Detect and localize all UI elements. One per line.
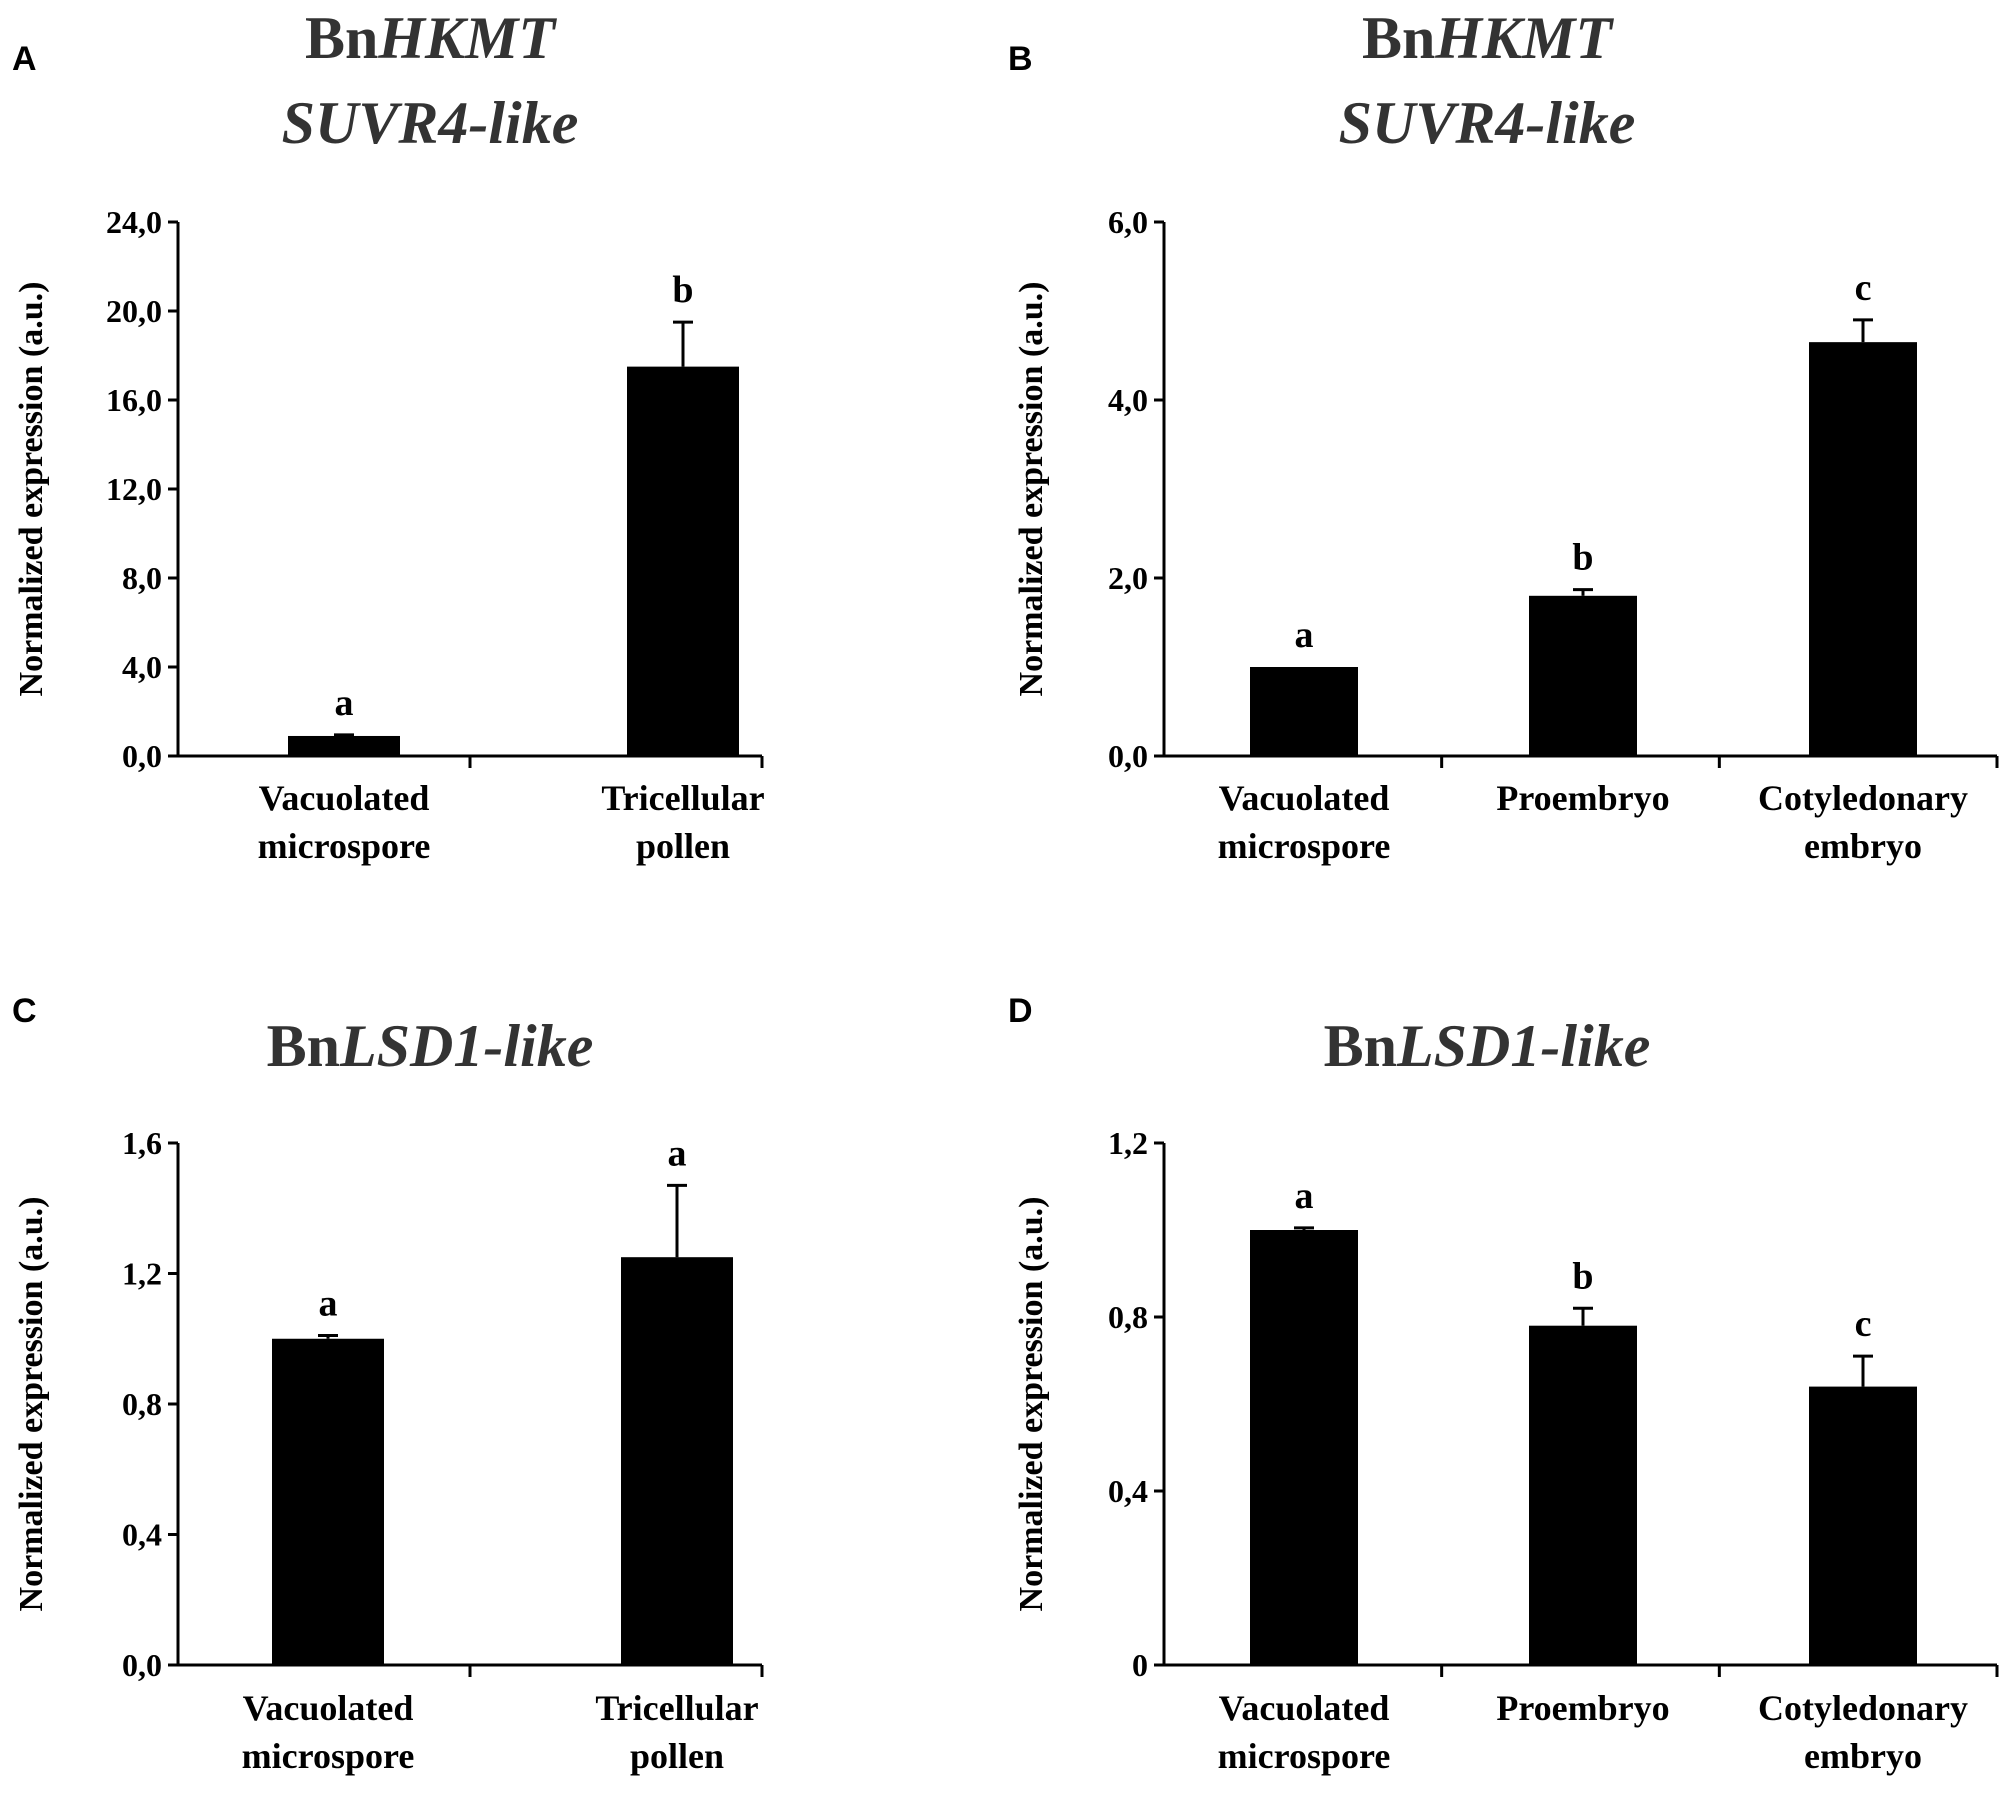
panel-letter: D (1008, 992, 1033, 1030)
bar (272, 1338, 384, 1665)
y-tick-label: 12,0 (106, 471, 162, 507)
x-category-label: pollen (636, 826, 730, 866)
y-tick-label: 0,4 (1108, 1473, 1148, 1509)
panel-A: A BnHKMT SUVR4-like Normalized expression (… (12, 5, 765, 866)
x-category-label: microspore (258, 826, 431, 866)
y-tick-label: 20,0 (106, 293, 162, 329)
panel-C: C BnLSD1-like Normalized expression (a.u.)… (12, 992, 764, 1776)
y-tick-label: 8,0 (122, 560, 162, 596)
bar (1250, 1230, 1358, 1665)
y-tick-label: 1,6 (122, 1125, 162, 1161)
y-axis-label: Normalized expression (a.u.) (13, 1197, 50, 1612)
x-category-label: Vacuolated (259, 778, 430, 818)
title-prefix: Bn (1324, 1013, 1397, 1079)
y-tick-label: 1,2 (122, 1256, 162, 1292)
bar (1809, 1386, 1917, 1665)
y-axis-label: Normalized expression (a.u.) (1013, 282, 1050, 697)
significance-label: a (1295, 614, 1314, 656)
x-category-label: microspore (1218, 826, 1391, 866)
significance-label: a (1295, 1175, 1314, 1217)
y-tick-label: 0,8 (1108, 1299, 1148, 1335)
x-category-label: Proembryo (1496, 1688, 1669, 1728)
significance-label: b (672, 269, 693, 311)
panel-B: B BnHKMT SUVR4-like Normalized expression (… (1008, 5, 1999, 866)
significance-label: c (1855, 267, 1872, 309)
y-tick-label: 2,0 (1108, 560, 1148, 596)
bar (1529, 595, 1637, 756)
y-tick-label: 0,4 (122, 1517, 162, 1553)
bar (1529, 1325, 1637, 1665)
title-gene: HKMT (377, 5, 557, 71)
significance-label: a (668, 1132, 687, 1174)
x-category-label: Vacuolated (1219, 1688, 1390, 1728)
chart-title: BnHKMT (1362, 5, 1614, 71)
panel-letter: C (12, 992, 37, 1030)
bar (1809, 342, 1917, 756)
bar (621, 1257, 733, 1665)
chart-title: BnHKMT (305, 5, 557, 71)
significance-label: b (1572, 537, 1593, 579)
title-prefix: Bn (1362, 5, 1435, 71)
y-tick-label: 0,0 (122, 738, 162, 774)
chart-subtitle: SUVR4-like (282, 90, 579, 156)
x-category-label: microspore (242, 1736, 415, 1776)
x-category-label: Tricellular (595, 1688, 758, 1728)
significance-label: a (335, 682, 354, 724)
y-tick-label: 0 (1132, 1647, 1148, 1683)
y-axis-label: Normalized expression (a.u.) (13, 282, 50, 697)
chart-title: BnLSD1-like (1324, 1013, 1651, 1079)
bar (288, 735, 400, 756)
x-category-label: pollen (630, 1736, 724, 1776)
y-tick-label: 0,0 (122, 1647, 162, 1683)
x-category-label: Cotyledonary (1758, 778, 1968, 818)
y-tick-label: 0,8 (122, 1386, 162, 1422)
x-category-label: Tricellular (601, 778, 764, 818)
y-tick-label: 4,0 (1108, 382, 1148, 418)
significance-label: a (319, 1282, 338, 1324)
y-tick-label: 16,0 (106, 382, 162, 418)
x-category-label: Vacuolated (243, 1688, 414, 1728)
significance-label: b (1572, 1255, 1593, 1297)
y-axis-label: Normalized expression (a.u.) (1013, 1197, 1050, 1612)
title-prefix: Bn (305, 5, 378, 71)
bar (627, 366, 739, 756)
x-category-label: Vacuolated (1219, 778, 1390, 818)
y-tick-label: 24,0 (106, 204, 162, 240)
significance-label: c (1855, 1303, 1872, 1345)
panel-D: D BnLSD1-like Normalized expression (a.u.)… (1008, 992, 1999, 1776)
x-category-label: embryo (1804, 826, 1922, 866)
y-tick-label: 4,0 (122, 649, 162, 685)
panel-letter: B (1008, 40, 1033, 78)
title-gene: LSD1-like (1396, 1013, 1650, 1079)
y-tick-label: 0,0 (1108, 738, 1148, 774)
x-category-label: embryo (1804, 1736, 1922, 1776)
y-tick-label: 1,2 (1108, 1125, 1148, 1161)
y-tick-label: 6,0 (1108, 204, 1148, 240)
title-prefix: Bn (267, 1013, 340, 1079)
chart-title: BnLSD1-like (267, 1013, 594, 1079)
panel-letter: A (12, 40, 37, 78)
x-category-label: Cotyledonary (1758, 1688, 1968, 1728)
bar (1250, 667, 1358, 756)
x-category-label: Proembryo (1496, 778, 1669, 818)
title-gene: HKMT (1434, 5, 1614, 71)
title-gene: LSD1-like (339, 1013, 593, 1079)
chart-subtitle: SUVR4-like (1339, 90, 1636, 156)
x-category-label: microspore (1218, 1736, 1391, 1776)
